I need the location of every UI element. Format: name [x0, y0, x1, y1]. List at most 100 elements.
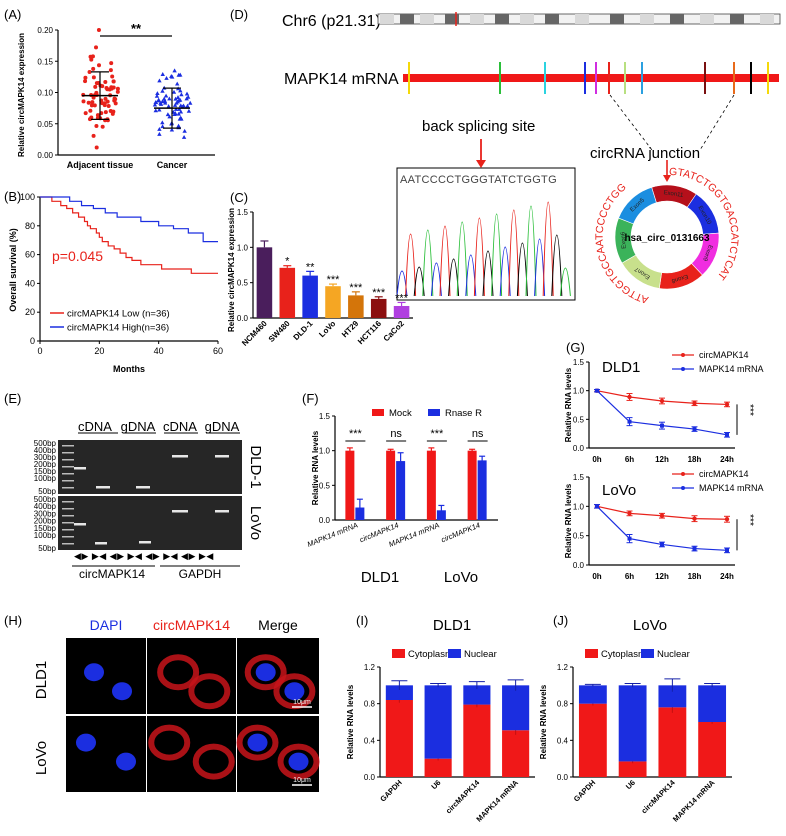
chart-a-point	[177, 107, 182, 111]
microscopy-header: DAPI	[90, 617, 123, 633]
gel-ladder-label: 300bp	[34, 453, 57, 462]
gel-gene-label: circMAPK14	[79, 567, 145, 581]
chart-i-x-tick-label: GAPDH	[378, 778, 404, 804]
chart-j-x-tick-label: circMAPK14	[639, 777, 677, 815]
chart-b-series-line	[40, 196, 218, 243]
chart-g2-legend-marker	[681, 486, 685, 490]
chart-b-y-tick-label: 100	[20, 192, 35, 202]
chart-a-point	[160, 88, 165, 93]
chart-a-point	[115, 89, 120, 94]
junction-dash-line	[609, 94, 653, 151]
chart-f-bar	[467, 450, 477, 520]
microscopy-row-label: DLD1	[33, 661, 50, 699]
chart-f-y-tick-label: 0.0	[319, 516, 331, 525]
chart-j-legend-label: Nuclear	[657, 649, 690, 660]
chart-i-bar	[463, 704, 491, 777]
chromatogram-peak	[525, 205, 537, 297]
chromatogram-peak	[473, 217, 485, 297]
exon-label: Exon8	[670, 273, 689, 284]
chart-c-y-tick-label: 1.5	[237, 208, 249, 217]
gel-ladder-band	[62, 473, 74, 475]
gel-ladder-band	[62, 466, 74, 468]
chart-g1-x-tick-label: 0h	[592, 455, 601, 464]
chart-g2-legend-marker	[681, 472, 685, 476]
gel-ladder-label: 300bp	[34, 509, 57, 518]
gel-image	[58, 440, 242, 494]
chart-g1: 0.0 0.5 1.0 1.5 0h 6h 12h 18h 24h Relative RNA le…	[564, 350, 764, 464]
chart-g2-legend-label: MAPK14 mRNA	[699, 483, 764, 493]
chart-f-legend-swatch	[428, 409, 440, 416]
chart-c-sig-label: **	[306, 261, 315, 273]
chromosome-band	[445, 14, 459, 24]
panel-h-fish: DAPI circMAPK14 Merge DLD1 LoVo 10μm 10μm	[33, 617, 320, 792]
gel-ladder-band	[62, 529, 74, 531]
chart-f-legend-label: Mock	[389, 408, 412, 419]
junction-label: circRNA junction	[590, 145, 700, 162]
chart-i-y-label: Relative RNA levels	[346, 684, 355, 759]
gel-ladder-label: 100bp	[34, 474, 57, 483]
microscopy-header: circMAPK14	[153, 617, 230, 633]
chart-j-y-label: Relative RNA levels	[539, 684, 548, 759]
chart-a-point	[91, 133, 96, 138]
chart-g2-x-tick-label: 18h	[688, 572, 702, 581]
chromatogram-peak	[551, 234, 563, 297]
chromosome-band	[520, 14, 534, 24]
chart-c-x-tick-label: LoVo	[317, 319, 337, 339]
cytoplasm-signal	[277, 743, 320, 780]
cytoplasm-signal	[157, 654, 200, 691]
chart-a-point	[172, 103, 178, 107]
chart-g1-point	[692, 427, 697, 432]
chart-g2-x-tick-label: 0h	[592, 572, 601, 581]
chart-a-point	[83, 79, 88, 84]
nucleus-signal	[288, 752, 309, 771]
chart-a-point	[163, 100, 168, 105]
chart-i-y-tick-label: 0.8	[364, 700, 376, 709]
chart-a-point	[100, 84, 105, 89]
microscopy-image	[66, 638, 146, 714]
chromosome-band	[730, 14, 744, 24]
nucleus-signal	[247, 733, 268, 752]
panel-label-g: (G)	[566, 340, 585, 355]
chart-g1-x-tick-label: 24h	[720, 455, 734, 464]
chart-i-legend-swatch	[448, 649, 461, 658]
chart-a-point	[88, 108, 93, 113]
gel-band	[74, 467, 86, 470]
chart-j-legend-swatch	[585, 649, 598, 658]
chart-f-sig-label: ns	[390, 428, 402, 440]
chart-g2-sig-label: ***	[744, 514, 755, 526]
chart-g2-y-tick-label: 0.5	[573, 532, 585, 541]
chart-a-point	[94, 45, 99, 50]
chart-i-bar	[502, 685, 530, 731]
chart-a-y-tick-label: 0.10	[37, 89, 53, 98]
nucleus-signal	[76, 733, 96, 752]
chart-j-bar	[698, 685, 727, 722]
chart-g1-point	[595, 388, 599, 393]
chromosome-band	[470, 14, 484, 24]
chart-a-point	[93, 84, 98, 89]
chromosome-band	[420, 14, 434, 24]
gel-ladder-band	[62, 536, 74, 538]
chart-g1-x-tick-label: 6h	[625, 455, 634, 464]
chart-a-point	[157, 131, 162, 136]
chart-b-x-tick-label: 40	[154, 346, 164, 356]
microscopy-image	[66, 716, 146, 792]
chart-a-point	[108, 68, 113, 73]
chart-g2-legend-label: circMAPK14	[699, 469, 749, 479]
chart-a-point	[95, 113, 100, 118]
cytoplasm-signal	[236, 724, 279, 761]
chart-f-legend-label: Rnase R	[445, 408, 482, 419]
panel-label-h: (H)	[4, 613, 22, 628]
chart-a-point	[92, 103, 97, 108]
chart-g1-point	[659, 398, 665, 404]
chart-a-point	[89, 103, 94, 108]
chart-a-point	[176, 111, 181, 116]
chart-a-point	[81, 99, 86, 104]
chart-g1-y-tick-label: 1.0	[573, 387, 585, 396]
gel-ladder-band	[62, 487, 74, 489]
chart-c-bar	[370, 298, 387, 318]
panel-label-d: (D)	[230, 7, 248, 22]
chart-c-sig-label: ***	[372, 287, 386, 299]
chart-c-bar	[302, 275, 318, 318]
chromatogram-peak	[559, 267, 571, 297]
